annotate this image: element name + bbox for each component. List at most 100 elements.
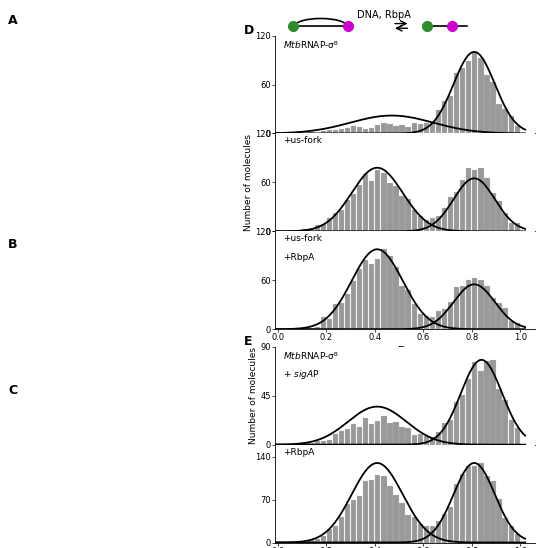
Bar [302,133,308,134]
Bar [418,313,423,329]
Bar [509,117,514,134]
Bar [393,495,399,543]
Bar [381,416,387,444]
Bar [369,265,375,329]
Bar [424,436,429,444]
Text: E: E [244,335,252,348]
Bar [460,473,465,543]
Bar [308,230,314,231]
Bar [351,126,356,134]
Bar [327,130,332,134]
Bar [448,420,453,444]
Bar [412,123,417,134]
Bar [381,249,387,329]
Bar [375,421,381,444]
Bar [333,304,338,329]
Bar [406,127,411,134]
Bar [448,302,453,329]
Bar [308,328,314,329]
Text: DNA, RbpA: DNA, RbpA [357,10,411,20]
Bar [496,104,502,134]
Bar [454,484,459,543]
Bar [484,178,490,231]
Bar [406,199,411,231]
Bar [472,362,477,444]
Bar [515,534,520,543]
Bar [430,317,435,329]
Bar [375,170,381,231]
Bar [515,126,520,134]
Bar [363,418,368,444]
Bar [333,526,338,543]
Bar [490,481,496,543]
Bar [412,435,417,444]
Bar [308,540,314,543]
Bar [308,132,314,134]
Bar [387,486,393,543]
Bar [314,441,320,444]
Bar [381,476,387,543]
Bar [448,506,453,543]
Bar [345,504,350,543]
Bar [496,389,502,444]
Bar [357,496,362,543]
Bar [454,192,459,231]
Bar [339,517,344,543]
Bar [314,225,320,231]
Bar [472,466,477,543]
Bar [418,523,423,543]
Bar [418,124,423,134]
Bar [490,360,496,444]
Bar [345,294,350,329]
Bar [363,260,368,329]
Bar [339,210,344,231]
X-axis label: $E_{\rm PR}$: $E_{\rm PR}$ [396,344,414,357]
Bar [436,216,441,231]
Bar [466,379,471,444]
Bar [327,529,332,543]
Bar [509,526,514,543]
Bar [339,129,344,134]
Bar [327,441,332,444]
Bar [454,402,459,444]
Bar [515,429,520,444]
Bar [418,216,423,231]
Bar [502,109,508,134]
Bar [339,431,344,444]
Bar [484,476,490,543]
Bar [339,302,344,329]
Bar [363,174,368,231]
Bar [406,515,411,543]
Bar [363,481,368,543]
Y-axis label: Number of molecules: Number of molecules [244,134,252,231]
Bar [406,290,411,329]
Bar [442,423,447,444]
Bar [484,286,490,329]
Bar [351,424,356,444]
Text: B: B [8,238,17,252]
Bar [357,127,362,134]
Bar [424,123,429,134]
Bar [387,256,393,329]
Bar [478,371,484,444]
Bar [314,539,320,543]
Bar [496,201,502,231]
Bar [296,328,302,329]
Bar [430,122,435,134]
Bar [442,101,447,134]
Bar [460,286,465,329]
Bar [454,73,459,134]
Bar [327,319,332,329]
Bar [478,463,484,543]
Bar [320,441,326,444]
Bar [375,259,381,329]
Bar [393,421,399,444]
Bar [502,213,508,231]
Bar [436,432,441,444]
Bar [363,129,368,134]
Bar [357,185,362,231]
Bar [327,219,332,231]
Text: + $\it{sigA}$P: + $\it{sigA}$P [283,368,320,381]
Bar [351,281,356,329]
Bar [442,208,447,231]
